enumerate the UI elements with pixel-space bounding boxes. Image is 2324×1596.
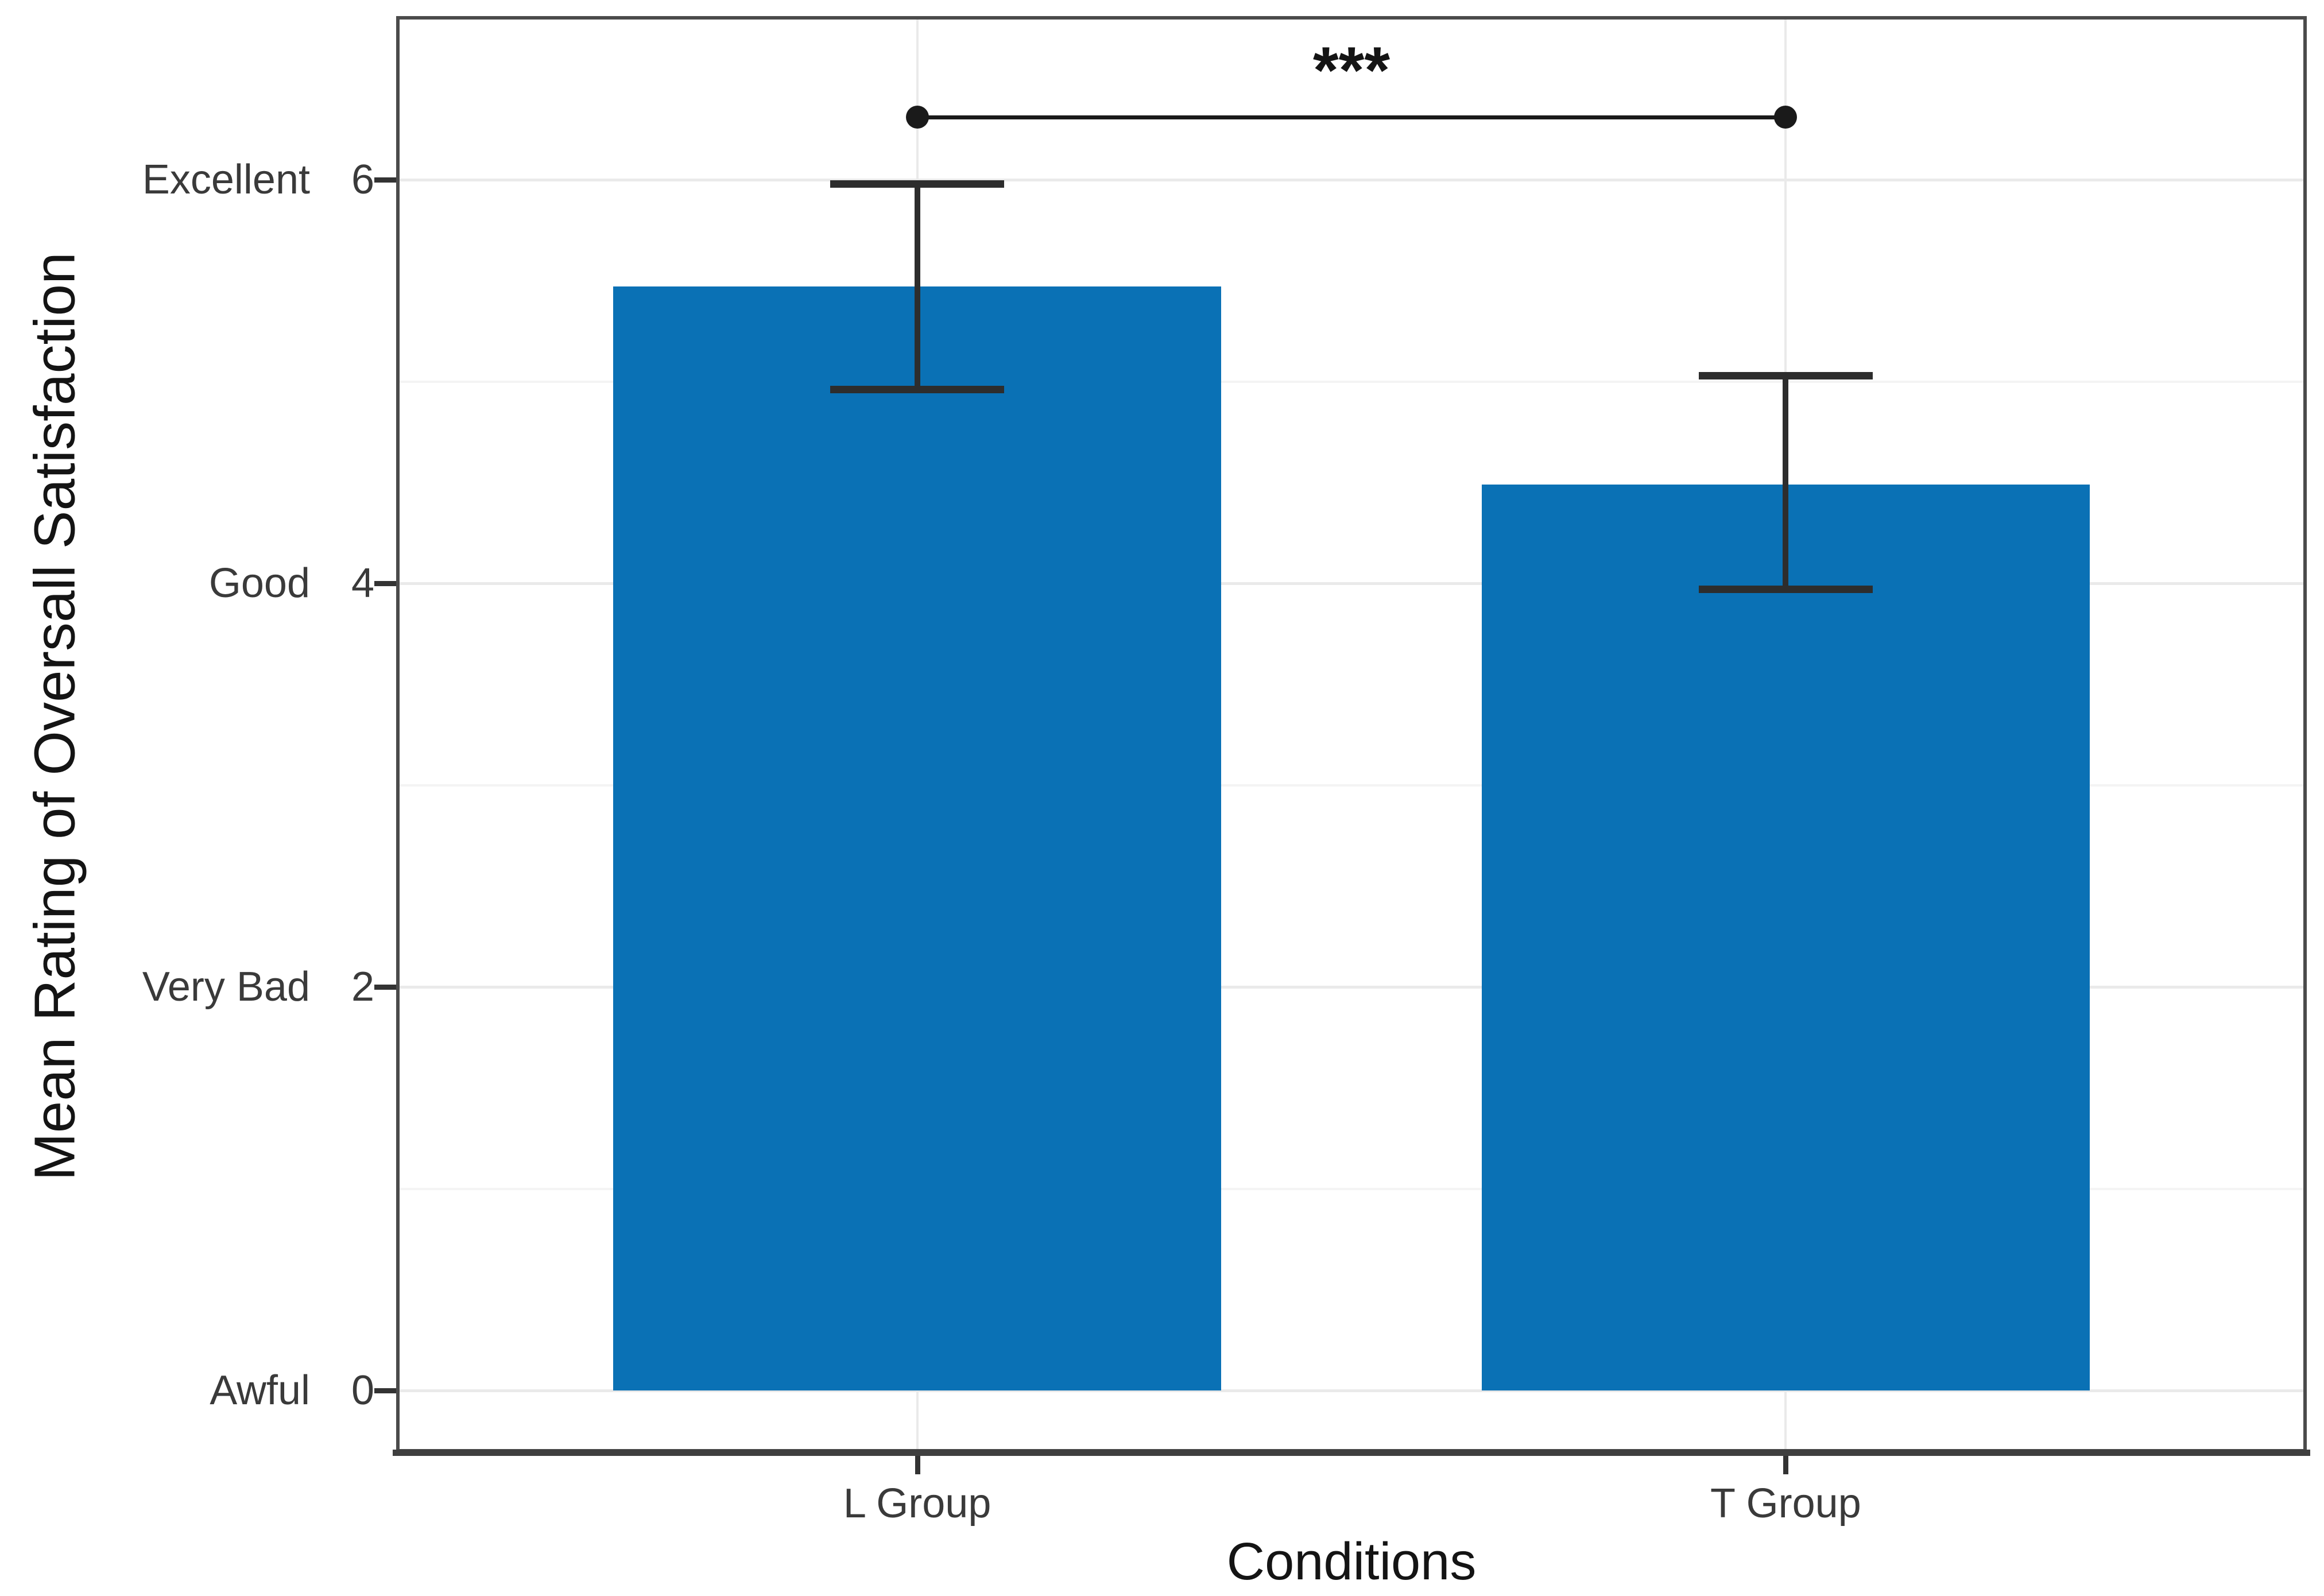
bar-l-group xyxy=(613,286,1222,1390)
x-axis-line xyxy=(393,1450,2310,1456)
y-axis-tick xyxy=(374,177,396,183)
y-tick-word: Very Bad xyxy=(142,964,310,1010)
x-tick-label: T Group xyxy=(1710,1481,1861,1527)
x-axis-tick xyxy=(915,1452,920,1474)
y-tick-word: Excellent xyxy=(142,157,310,203)
errorbar-cap-top xyxy=(830,180,1004,188)
y-tick-word: Good xyxy=(208,560,310,606)
bar-t-group xyxy=(1481,484,2090,1390)
significance-endpoint-dot xyxy=(1774,106,1798,129)
y-major-gridline xyxy=(396,986,2307,989)
y-tick-number: 2 xyxy=(351,964,374,1010)
significance-line xyxy=(917,115,1786,120)
y-major-gridline xyxy=(396,179,2307,181)
errorbar-cap-bottom xyxy=(1699,585,1873,593)
significance-endpoint-dot xyxy=(905,106,929,129)
errorbar-line xyxy=(914,184,920,390)
y-tick-label: Good 4 xyxy=(17,555,374,612)
x-axis-title: Conditions xyxy=(1226,1532,1477,1591)
errorbar-cap-bottom xyxy=(830,385,1004,393)
significance-stars-label: *** xyxy=(1312,33,1390,107)
y-minor-gridline xyxy=(396,784,2307,787)
x-axis-tick xyxy=(1783,1452,1789,1474)
errorbar-cap-top xyxy=(1699,371,1873,379)
y-tick-label: Excellent 6 xyxy=(17,151,374,208)
y-tick-number: 0 xyxy=(351,1368,374,1413)
y-axis-tick xyxy=(374,985,396,990)
y-major-gridline xyxy=(396,582,2307,585)
y-tick-number: 6 xyxy=(351,157,374,203)
errorbar-line xyxy=(1783,375,1789,590)
y-tick-word: Awful xyxy=(210,1368,310,1413)
y-axis-tick xyxy=(374,581,396,586)
y-axis-title: Mean Rating of Oversall Satisfaction xyxy=(22,252,87,1181)
y-tick-number: 4 xyxy=(351,560,374,606)
y-major-gridline xyxy=(396,1389,2307,1392)
y-tick-label: Awful 0 xyxy=(17,1362,374,1419)
y-tick-label: Very Bad 2 xyxy=(17,958,374,1016)
y-minor-gridline xyxy=(396,1187,2307,1190)
y-minor-gridline xyxy=(396,380,2307,383)
y-axis-tick xyxy=(374,1388,396,1393)
x-tick-label: L Group xyxy=(843,1481,991,1527)
